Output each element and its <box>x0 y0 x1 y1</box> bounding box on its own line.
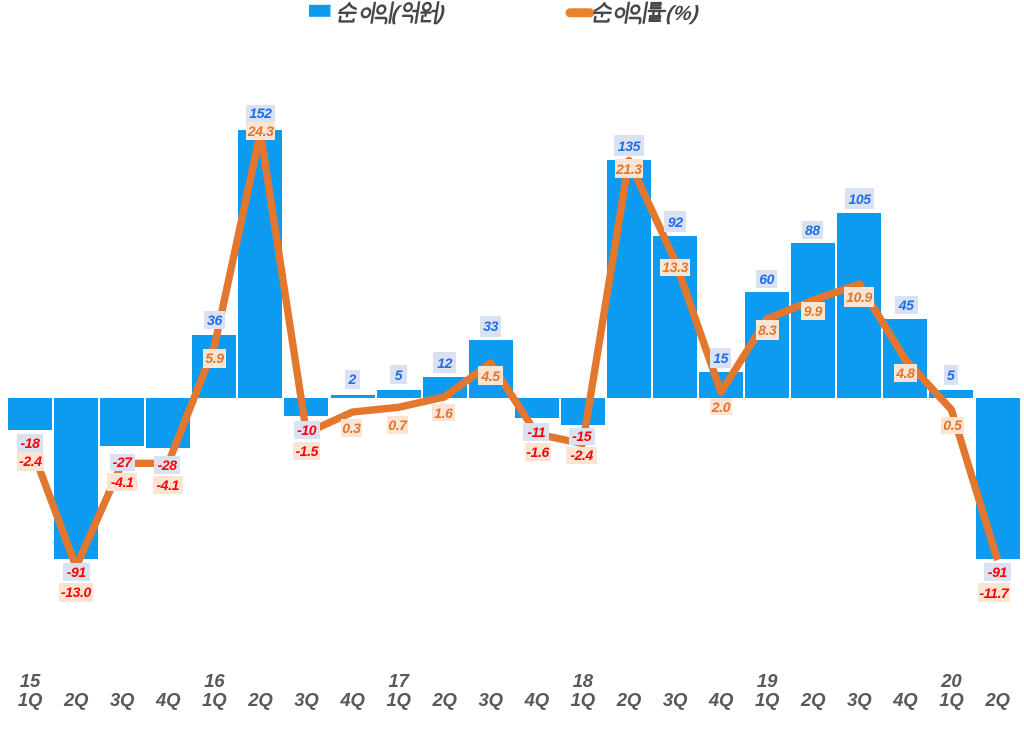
svg-text:(%): (%) <box>665 2 701 25</box>
